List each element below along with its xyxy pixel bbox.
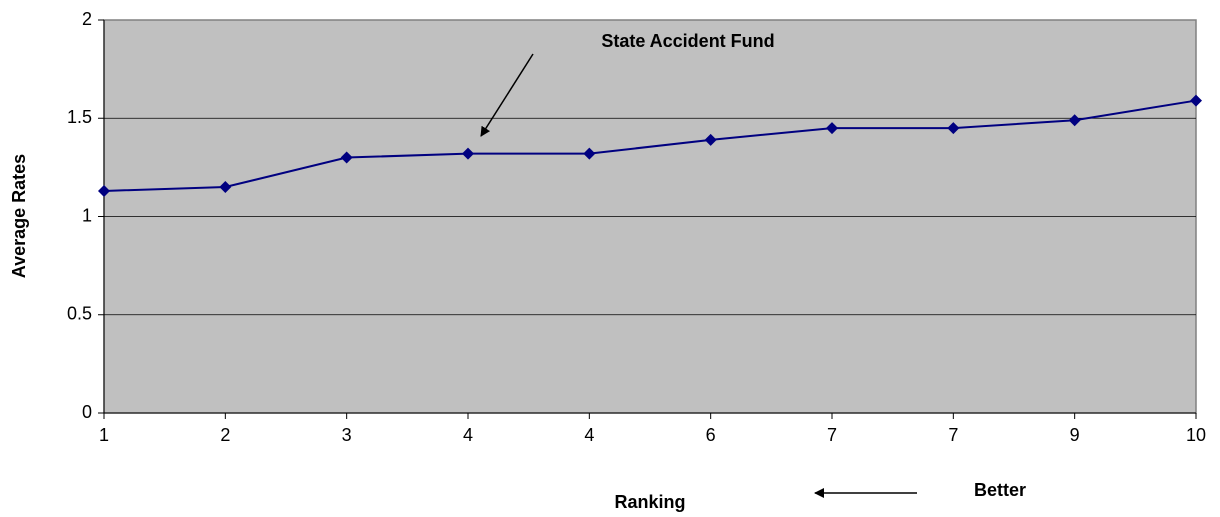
data-point	[1068, 114, 1081, 127]
x-axis-label: Ranking	[614, 492, 685, 512]
data-point	[1190, 94, 1202, 107]
x-tick-label: 2	[220, 425, 230, 445]
y-tick-label: 1.5	[67, 107, 92, 127]
y-tick-label: 0.5	[67, 304, 92, 324]
annotation-arrow	[480, 53, 534, 137]
data-point	[219, 181, 232, 194]
x-tick-label: 6	[706, 425, 716, 445]
annotation: State Accident Fund	[601, 31, 774, 51]
y-tick-label: 0	[82, 402, 92, 422]
x-tick-label: 7	[827, 425, 837, 445]
x-tick-label: 10	[1186, 425, 1206, 445]
data-point	[704, 133, 717, 146]
data-point	[583, 147, 596, 160]
x-tick-label: 1	[99, 425, 109, 445]
x-tick-label: 4	[463, 425, 473, 445]
x-tick-label: 3	[342, 425, 352, 445]
x-tick-label: 7	[948, 425, 958, 445]
data-line	[103, 99, 1197, 192]
y-axis-label: Average Rates	[9, 154, 29, 278]
y-tick-label: 1	[82, 205, 92, 225]
data-point	[98, 184, 110, 197]
x-tick-label: 4	[584, 425, 594, 445]
annotation: Better	[974, 480, 1026, 500]
data-point	[947, 122, 960, 135]
y-tick-label: 2	[82, 9, 92, 29]
x-tick-label: 9	[1070, 425, 1080, 445]
data-point	[826, 122, 838, 135]
data-point	[462, 147, 474, 160]
data-point	[340, 151, 353, 164]
